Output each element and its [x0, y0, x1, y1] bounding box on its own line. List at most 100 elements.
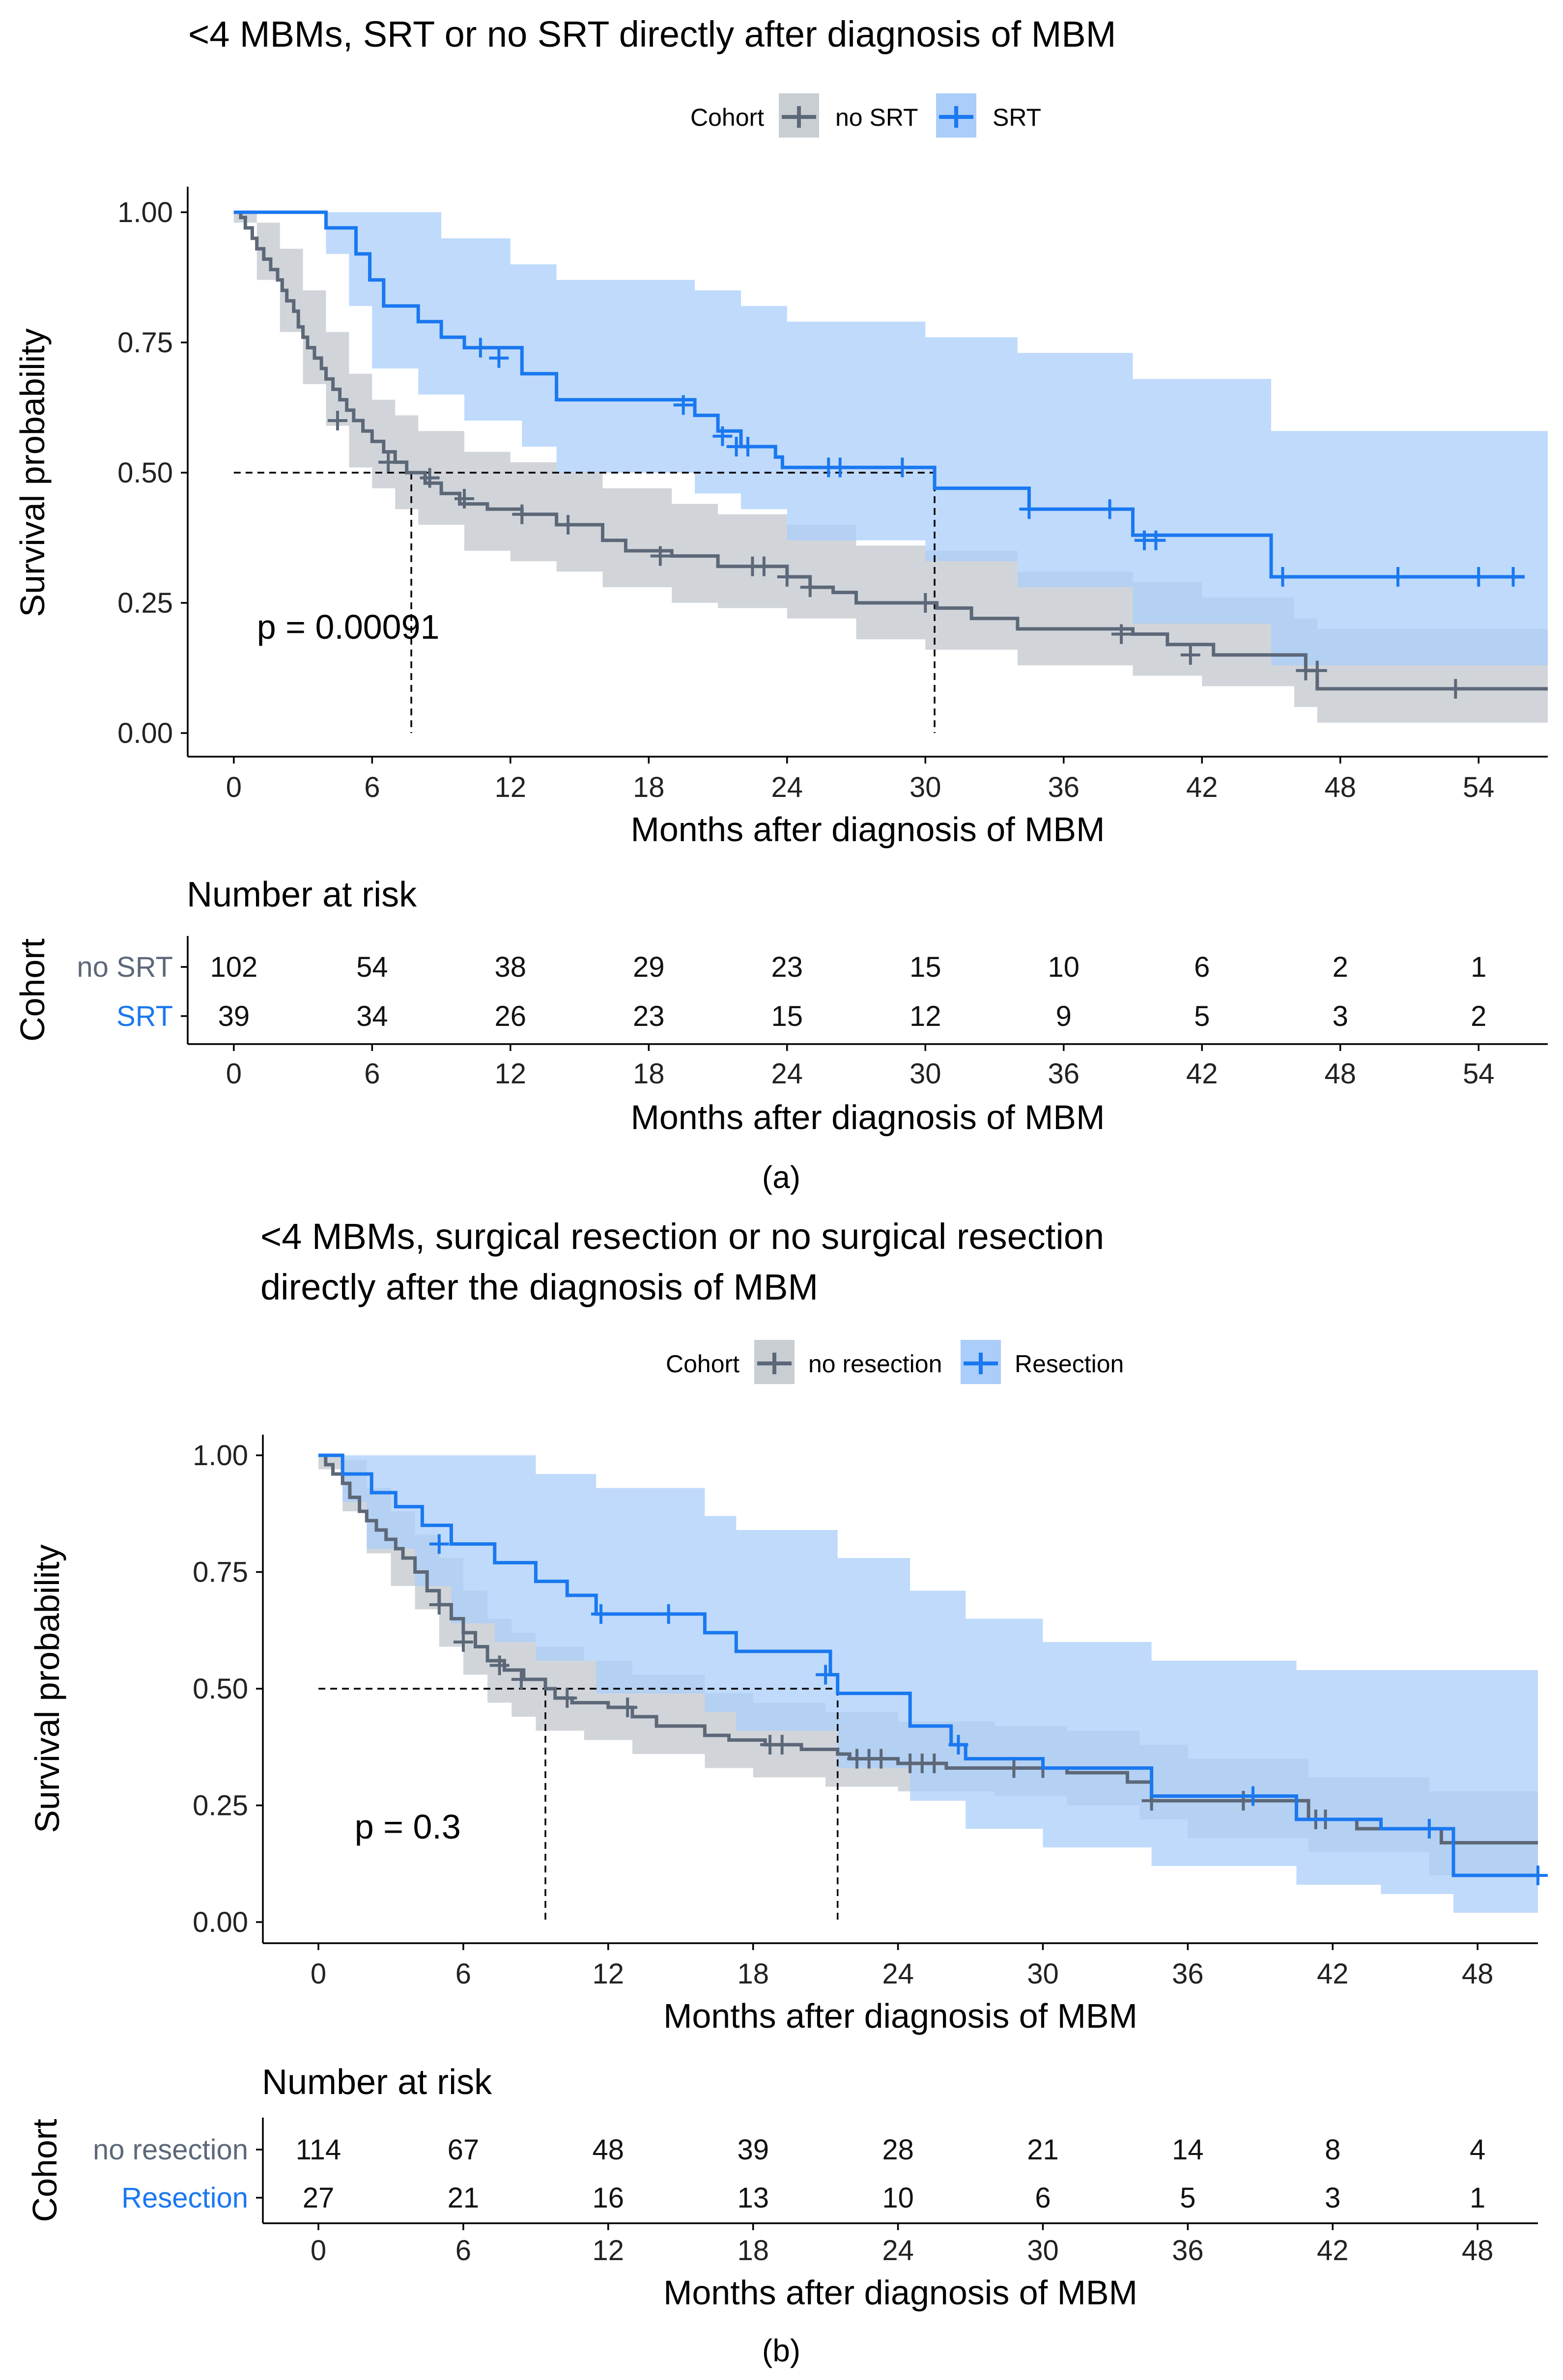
p1-censor-mark-1-5: [1243, 1786, 1263, 1806]
p1-x-tick-label: 6: [455, 1958, 471, 1990]
p1-risk-x-axis-label: Months after diagnosis of MBM: [663, 2273, 1137, 2312]
p1-y-tick-label: 0.50: [193, 1673, 248, 1705]
p0-risk-count: 39: [218, 1000, 250, 1032]
p0-risk-count: 15: [909, 951, 941, 983]
p1-x-tick-label: 48: [1462, 1958, 1494, 1990]
p1-censor-mark-0-0: [429, 1595, 449, 1615]
p1-risk-x-tick-label: 48: [1462, 2235, 1494, 2267]
p0-censor-mark-0-4: [512, 504, 532, 524]
p0-y-axis-label: Survival probability: [13, 328, 52, 617]
p0-risk-x-tick-label: 12: [495, 1058, 527, 1090]
p1-risk-row-label-1: Resection: [121, 2182, 248, 2214]
p0-risk-count: 34: [356, 1000, 388, 1032]
p1-risk-x-tick-label: 30: [1027, 2235, 1059, 2267]
p1-censor-mark-0-2: [489, 1655, 510, 1675]
p0-risk-count: 54: [356, 951, 388, 983]
p0-y-tick-label: 0.00: [117, 717, 173, 749]
p1-risk-x-tick-label: 18: [737, 2235, 769, 2267]
p0-censor-mark-0-13: [1180, 645, 1200, 665]
p1-legend-label-0: no resection: [808, 1350, 942, 1378]
p0-censor-mark-1-14: [1388, 567, 1408, 587]
p0-risk-count: 12: [909, 1000, 941, 1032]
p1-survival-curve-1: [318, 1453, 1538, 1877]
p1-risk-x-tick-label: 12: [593, 2235, 625, 2267]
p0-risk-count: 26: [495, 1000, 527, 1032]
p1-chart-title: directly after the diagnosis of MBM: [260, 1267, 818, 1307]
p0-x-tick-label: 0: [226, 771, 242, 803]
p0-legend-label-1: SRT: [993, 104, 1041, 131]
p1-risk-count: 1: [1470, 2182, 1485, 2214]
p1-ci-band-1: [318, 1455, 1538, 1913]
p0-ci-band-1: [233, 212, 1548, 666]
p0-risk-count: 1: [1471, 951, 1486, 983]
p1-censor-mark-0-7: [772, 1735, 792, 1755]
p0-censor-mark-0-2: [420, 468, 440, 488]
p0-risk-count: 29: [633, 951, 665, 983]
p0-x-tick-label: 42: [1186, 771, 1218, 803]
p0-y-tick-label: 0.50: [117, 457, 173, 489]
p0-censor-mark-1-1: [489, 348, 509, 368]
p0-risk-x-tick-label: 42: [1186, 1058, 1218, 1090]
p0-censor-mark-0-12: [1111, 624, 1132, 644]
p0-x-tick-label: 6: [364, 771, 380, 803]
p1-censor-mark-0-5: [618, 1698, 638, 1717]
p0-censor-mark-1-8: [892, 457, 912, 478]
p1-censor-mark-0-14: [1004, 1758, 1024, 1778]
p0-risk-table-title: Number at risk: [187, 875, 417, 914]
p0-censor-mark-1-16: [1503, 567, 1523, 587]
p0-risk-x-tick-label: 36: [1048, 1058, 1080, 1090]
p0-censor-mark-1-12: [1146, 530, 1166, 550]
p0-x-tick-label: 24: [771, 771, 803, 803]
p1-censor-mark-1-3: [816, 1665, 836, 1685]
p0-risk-x-tick-label: 18: [633, 1058, 665, 1090]
p0-risk-count: 23: [771, 951, 803, 983]
p0-x-tick-label: 54: [1463, 771, 1495, 803]
p1-x-axis-label: Months after diagnosis of MBM: [663, 1997, 1137, 2035]
p1-censor-mark-1-4: [948, 1735, 968, 1755]
p1-risk-count: 114: [296, 2134, 341, 2166]
p0-x-tick-label: 48: [1325, 771, 1357, 803]
p0-censor-mark-0-1: [378, 452, 398, 472]
p1-y-tick-label: 0.00: [193, 1906, 248, 1938]
p1-censor-mark-1-1: [591, 1604, 611, 1624]
p0-censor-mark-1-9: [1019, 499, 1039, 519]
p0-censor-mark-1-2: [673, 395, 693, 415]
p0-risk-count: 3: [1333, 1000, 1348, 1032]
p0-y-tick-label: 1.00: [117, 197, 173, 228]
p1-censor-mark-0-3: [511, 1670, 531, 1689]
p1-censor-mark-0-10: [871, 1749, 891, 1769]
p0-y-tick-label: 0.75: [117, 327, 173, 359]
p0-risk-count: 9: [1056, 1000, 1072, 1032]
p0-survival-curve-1: [233, 210, 1525, 579]
p0-censor-mark-1-13: [1273, 567, 1293, 587]
p1-risk-count: 13: [737, 2182, 769, 2214]
p0-x-tick-label: 18: [633, 771, 665, 803]
p1-risk-x-tick-label: 36: [1172, 2235, 1204, 2267]
p1-censor-mark-1-6: [1419, 1819, 1439, 1839]
p1-risk-count: 14: [1172, 2134, 1204, 2166]
p0-censor-mark-0-15: [1307, 660, 1327, 680]
p1-x-tick-label: 18: [737, 1958, 769, 1990]
p1-survival-curve-0: [318, 1453, 1538, 1844]
p0-risk-count: 5: [1194, 1000, 1210, 1032]
p0-legend-label-0: no SRT: [835, 104, 918, 131]
p1-risk-count: 39: [737, 2134, 769, 2166]
p0-censor-mark-0-0: [327, 411, 347, 430]
p0-risk-x-tick-label: 30: [909, 1058, 941, 1090]
p1-risk-count: 8: [1325, 2134, 1340, 2166]
p1-censor-mark-1-0: [429, 1534, 449, 1554]
p1-risk-count: 3: [1325, 2182, 1340, 2214]
caption-b: (b): [762, 2333, 800, 2368]
p0-censor-mark-1-15: [1469, 567, 1489, 587]
p0-risk-x-tick-label: 24: [771, 1058, 803, 1090]
p1-risk-count: 48: [593, 2134, 625, 2166]
p1-risk-y-axis-label: Cohort: [26, 2119, 64, 2222]
p0-censor-mark-0-11: [915, 593, 936, 613]
p1-y-tick-label: 0.25: [193, 1790, 248, 1822]
p0-censor-mark-1-3: [712, 426, 733, 446]
p1-censor-mark-0-1: [453, 1632, 473, 1652]
p1-censor-mark-0-17: [1233, 1791, 1253, 1811]
p0-risk-count: 10: [1048, 951, 1080, 983]
p0-risk-count: 2: [1471, 1000, 1486, 1032]
